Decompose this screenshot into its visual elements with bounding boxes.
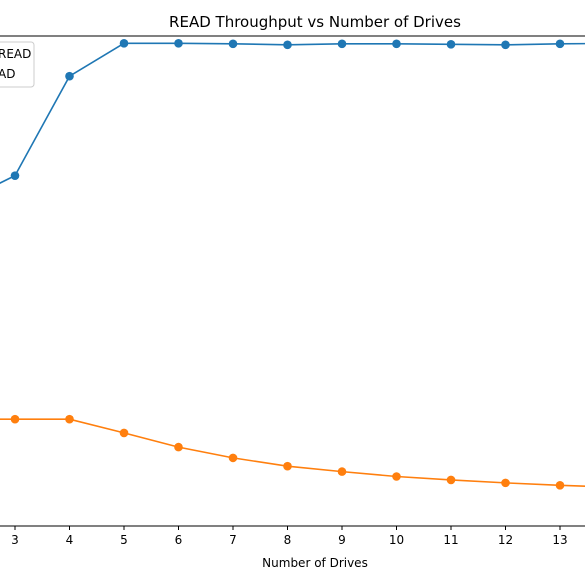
x-tick-label-13: 13 — [552, 533, 567, 547]
data-point-ad-12 — [501, 478, 510, 488]
data-point-ad-11 — [446, 475, 456, 485]
data-point-read-11 — [446, 40, 456, 49]
legend-box — [0, 41, 35, 88]
data-point-read-7 — [228, 39, 238, 49]
data-point-read-6 — [174, 39, 183, 48]
data-point-ad-10 — [392, 472, 401, 481]
data-point-read-12 — [501, 40, 510, 50]
legend-label-ad: AD — [0, 67, 15, 81]
data-point-ad-3 — [10, 414, 20, 424]
data-point-ad-5 — [119, 428, 129, 438]
chart-title: READ Throughput vs Number of Drives — [169, 13, 461, 31]
x-tick-label-3: 3 — [11, 533, 19, 547]
x-tick-label-9: 9 — [338, 533, 346, 547]
data-point-ad-6 — [174, 442, 183, 452]
data-point-ad-4 — [65, 414, 74, 424]
legend: READ AD — [0, 41, 35, 88]
data-point-read-3 — [10, 171, 20, 180]
x-tick-label-11: 11 — [443, 533, 458, 547]
x-axis-ticks: 3 4 5 6 7 8 9 10 11 12 13 — [11, 526, 568, 547]
x-tick-label-6: 6 — [175, 533, 183, 547]
x-tick-label-4: 4 — [66, 533, 74, 547]
series-line-ad — [0, 418, 585, 488]
x-tick-label-10: 10 — [389, 533, 404, 547]
data-point-read-4 — [65, 71, 74, 81]
x-tick-label-8: 8 — [284, 533, 292, 547]
data-point-ad-9 — [337, 467, 347, 476]
data-point-ad-7 — [228, 453, 238, 463]
legend-label-read: READ — [0, 47, 31, 61]
x-tick-label-7: 7 — [229, 533, 237, 547]
data-point-ad-8 — [283, 461, 292, 471]
data-point-read-13 — [555, 39, 565, 49]
data-point-read-9 — [337, 39, 347, 49]
data-point-ad-13 — [555, 481, 565, 490]
series-layer — [0, 39, 585, 490]
x-tick-label-5: 5 — [120, 533, 128, 547]
data-point-read-8 — [283, 40, 292, 50]
x-axis-label: Number of Drives — [262, 556, 368, 570]
data-point-read-10 — [392, 39, 401, 49]
data-point-read-5 — [119, 39, 129, 48]
x-tick-label-12: 12 — [498, 533, 513, 547]
series-line-read — [0, 42, 585, 184]
